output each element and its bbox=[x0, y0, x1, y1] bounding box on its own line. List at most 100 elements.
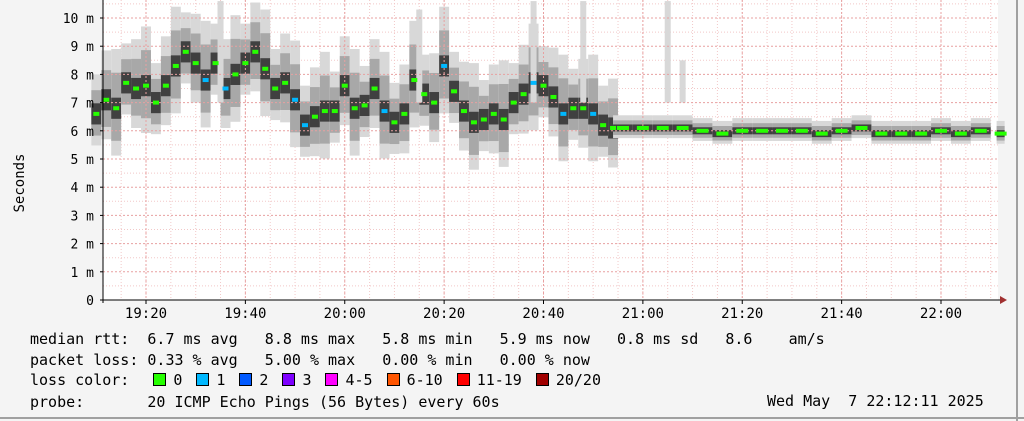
loss-color-swatch-label: 0 bbox=[173, 371, 183, 389]
median-marker bbox=[480, 117, 487, 122]
x-tick-label: 19:20 bbox=[125, 306, 167, 322]
smoke-spike bbox=[416, 9, 423, 103]
median-rtt-values: 6.7 ms avg 8.8 ms max 5.8 ms min 5.9 ms … bbox=[147, 330, 825, 348]
smoke-spike bbox=[530, 1, 537, 103]
loss-color-row: loss color: 0 1 2 3 4-5 6-10 11-19 20/20 bbox=[30, 370, 601, 390]
median-marker bbox=[676, 125, 689, 130]
median-marker bbox=[182, 49, 189, 54]
x-tick-label: 21:20 bbox=[721, 306, 763, 322]
packet-loss-values: 0.33 % avg 5.00 % max 0.00 % min 0.00 % … bbox=[147, 351, 590, 369]
median-marker bbox=[143, 83, 149, 88]
median-marker bbox=[133, 86, 140, 91]
median-marker bbox=[212, 61, 219, 66]
loss-color-swatch-label: 3 bbox=[302, 371, 312, 389]
median-marker bbox=[617, 125, 629, 130]
y-tick-label: 4 m bbox=[71, 181, 95, 196]
y-tick-label: 7 m bbox=[71, 97, 95, 112]
median-marker bbox=[152, 100, 159, 105]
median-marker bbox=[431, 100, 438, 105]
median-marker bbox=[954, 131, 967, 136]
median-marker bbox=[441, 63, 448, 68]
y-tick-label: 1 m bbox=[71, 266, 95, 281]
median-marker bbox=[302, 123, 308, 128]
x-tick-label: 21:00 bbox=[622, 306, 664, 322]
loss-color-swatch-label: 6-10 bbox=[406, 371, 443, 389]
median-marker bbox=[232, 72, 239, 77]
y-tick-label: 8 m bbox=[71, 68, 95, 83]
x-tick-label: 21:40 bbox=[821, 306, 863, 322]
frame-border-right bbox=[1016, 0, 1018, 421]
y-tick-label: 5 m bbox=[71, 153, 95, 168]
median-marker bbox=[321, 109, 328, 114]
y-tick-label: 9 m bbox=[71, 40, 95, 55]
median-marker bbox=[530, 80, 537, 85]
median-marker bbox=[756, 128, 769, 133]
median-marker bbox=[736, 128, 749, 133]
median-marker bbox=[292, 97, 299, 102]
median-marker bbox=[540, 83, 547, 88]
median-marker bbox=[351, 106, 358, 111]
loss-color-swatch bbox=[386, 373, 400, 386]
loss-color-swatch bbox=[325, 373, 339, 386]
x-tick-label: 20:00 bbox=[324, 306, 366, 322]
median-marker bbox=[935, 128, 947, 133]
median-marker bbox=[192, 61, 199, 66]
median-marker bbox=[580, 106, 587, 111]
timestamp: Wed May 7 22:12:11 2025 bbox=[767, 392, 984, 410]
median-marker bbox=[391, 120, 398, 125]
median-marker bbox=[202, 78, 209, 83]
median-marker bbox=[696, 128, 709, 133]
median-marker bbox=[835, 128, 848, 133]
median-marker bbox=[716, 131, 729, 136]
probe-label: probe: bbox=[30, 393, 85, 411]
median-marker bbox=[560, 111, 567, 116]
median-marker bbox=[242, 61, 249, 66]
x-tick-label: 20:40 bbox=[522, 306, 564, 322]
median-marker bbox=[815, 131, 828, 136]
median-marker bbox=[421, 92, 428, 97]
median-marker bbox=[610, 125, 617, 130]
median-marker bbox=[656, 125, 669, 130]
median-marker bbox=[776, 128, 788, 133]
median-marker bbox=[510, 100, 517, 105]
median-marker bbox=[401, 111, 408, 116]
median-rtt-row: median rtt: 6.7 ms avg 8.8 ms max 5.8 ms… bbox=[30, 329, 825, 349]
x-tick-label: 19:40 bbox=[224, 306, 266, 322]
median-marker bbox=[123, 80, 130, 85]
median-marker bbox=[855, 125, 868, 130]
median-marker bbox=[113, 106, 120, 111]
packet-loss-row: packet loss: 0.33 % avg 5.00 % max 0.00 … bbox=[30, 350, 590, 370]
y-tick-label: 10 m bbox=[63, 12, 94, 27]
loss-color-swatch bbox=[282, 373, 296, 386]
x-tick-label: 20:20 bbox=[423, 306, 465, 322]
loss-color-swatch bbox=[456, 373, 470, 386]
loss-color-label: loss color: bbox=[30, 371, 130, 389]
loss-color-swatch bbox=[239, 373, 253, 386]
loss-color-swatch-label: 11-19 bbox=[476, 371, 522, 389]
median-marker bbox=[590, 111, 597, 116]
median-marker bbox=[570, 106, 577, 111]
median-marker bbox=[262, 66, 269, 71]
median-marker bbox=[994, 131, 1007, 136]
median-marker bbox=[875, 131, 888, 136]
probe-value: 20 ICMP Echo Pings (56 Bytes) every 60s bbox=[147, 393, 500, 411]
median-marker bbox=[282, 80, 289, 85]
y-tick-label: 3 m bbox=[71, 209, 95, 224]
loss-color-swatch-label: 4-5 bbox=[345, 371, 373, 389]
loss-color-swatch bbox=[153, 373, 167, 386]
median-marker bbox=[311, 114, 318, 119]
median-marker bbox=[361, 103, 368, 108]
x-tick-label: 22:00 bbox=[920, 306, 962, 322]
median-marker bbox=[451, 89, 458, 94]
median-marker bbox=[500, 117, 507, 122]
median-marker bbox=[470, 120, 477, 125]
y-tick-label: 0 bbox=[86, 294, 94, 309]
loss-color-swatch-label: 20/20 bbox=[555, 371, 601, 389]
frame-border-bottom bbox=[0, 417, 1024, 419]
median-marker bbox=[795, 128, 808, 133]
median-marker bbox=[172, 63, 179, 68]
median-marker bbox=[915, 131, 928, 136]
median-marker bbox=[272, 86, 279, 91]
loss-color-swatch bbox=[196, 373, 210, 386]
